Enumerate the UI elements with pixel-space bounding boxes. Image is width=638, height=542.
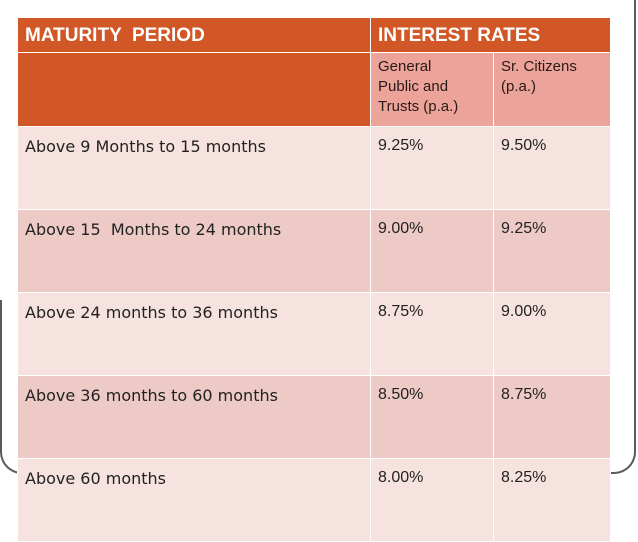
interest-rates-table: MATURITY PERIOD INTEREST RATES General P… <box>17 17 611 542</box>
general-rate-cell: 8.50% <box>370 375 494 459</box>
table-subheader-row: General Public and Trusts (p.a.) Sr. Cit… <box>17 52 611 127</box>
interest-rates-header: INTEREST RATES <box>370 17 611 53</box>
general-rate-cell: 9.25% <box>370 126 494 210</box>
general-rate-cell: 9.00% <box>370 209 494 293</box>
senior-rate-cell: 8.75% <box>493 375 611 459</box>
senior-rate-cell: 9.25% <box>493 209 611 293</box>
maturity-period-cell: Above 60 months <box>17 458 371 542</box>
slide-frame-right <box>610 0 636 474</box>
senior-rate-cell: 9.00% <box>493 292 611 376</box>
senior-rate-cell: 8.25% <box>493 458 611 542</box>
table-row: Above 36 months to 60 months 8.50% 8.75% <box>17 375 611 459</box>
maturity-period-cell: Above 36 months to 60 months <box>17 375 371 459</box>
senior-rate-cell: 9.50% <box>493 126 611 210</box>
general-public-header: General Public and Trusts (p.a.) <box>370 52 494 127</box>
table-row: Above 24 months to 36 months 8.75% 9.00% <box>17 292 611 376</box>
table-row: Above 9 Months to 15 months 9.25% 9.50% <box>17 126 611 210</box>
general-rate-cell: 8.75% <box>370 292 494 376</box>
maturity-period-cell: Above 9 Months to 15 months <box>17 126 371 210</box>
maturity-period-header: MATURITY PERIOD <box>17 17 371 53</box>
table-row: Above 60 months 8.00% 8.25% <box>17 458 611 542</box>
maturity-period-header-spacer <box>17 52 371 127</box>
table-row: Above 15 Months to 24 months 9.00% 9.25% <box>17 209 611 293</box>
maturity-period-cell: Above 15 Months to 24 months <box>17 209 371 293</box>
general-rate-cell: 8.00% <box>370 458 494 542</box>
senior-citizens-header: Sr. Citizens (p.a.) <box>493 52 611 127</box>
maturity-period-cell: Above 24 months to 36 months <box>17 292 371 376</box>
table-header-row: MATURITY PERIOD INTEREST RATES <box>17 17 611 53</box>
